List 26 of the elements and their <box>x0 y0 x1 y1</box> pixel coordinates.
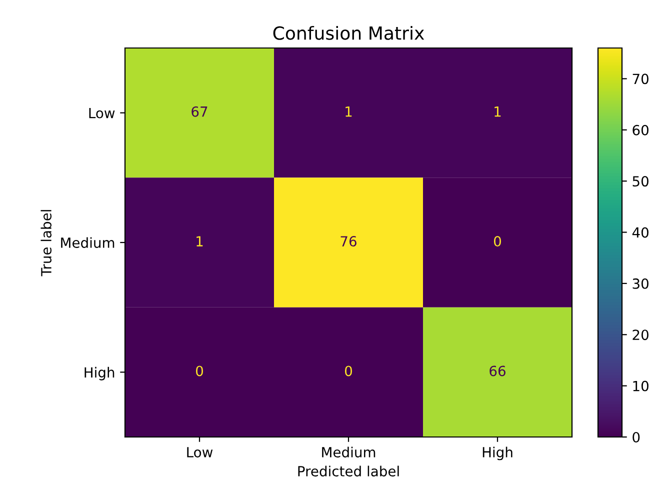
y-axis-title: True label <box>40 210 52 276</box>
color-bar-label: 60 <box>632 124 648 136</box>
data-label: 1 <box>196 236 203 246</box>
data-label: 1 <box>346 106 352 117</box>
y-tick-label: Low <box>89 108 115 118</box>
data-label: 1 <box>494 106 501 117</box>
color-bar-label: 50 <box>632 176 648 187</box>
color-bar-label: 70 <box>632 74 648 84</box>
y-tick-label: Medium <box>61 237 114 248</box>
color-bar-label: 30 <box>632 278 648 289</box>
data-label: 76 <box>340 236 356 247</box>
color-bar-label: 0 <box>632 432 640 442</box>
data-label: 0 <box>494 236 501 247</box>
y-tick-label: High <box>84 366 114 380</box>
x-axis-title: Predicted label <box>298 466 399 476</box>
chart-title: Confusion Matrix <box>273 26 424 40</box>
data-label: 66 <box>490 366 506 376</box>
color-bar-label: 20 <box>632 330 648 340</box>
data-label: 0 <box>344 366 352 376</box>
color-bar-label: 10 <box>633 380 648 392</box>
x-tick-label: High <box>482 446 512 460</box>
x-tick-label: Low <box>187 447 213 458</box>
x-tick-label: Medium <box>322 446 376 458</box>
color-bar-label: 40 <box>632 227 648 238</box>
data-label: 67 <box>192 106 208 117</box>
data-label: 0 <box>196 366 203 376</box>
